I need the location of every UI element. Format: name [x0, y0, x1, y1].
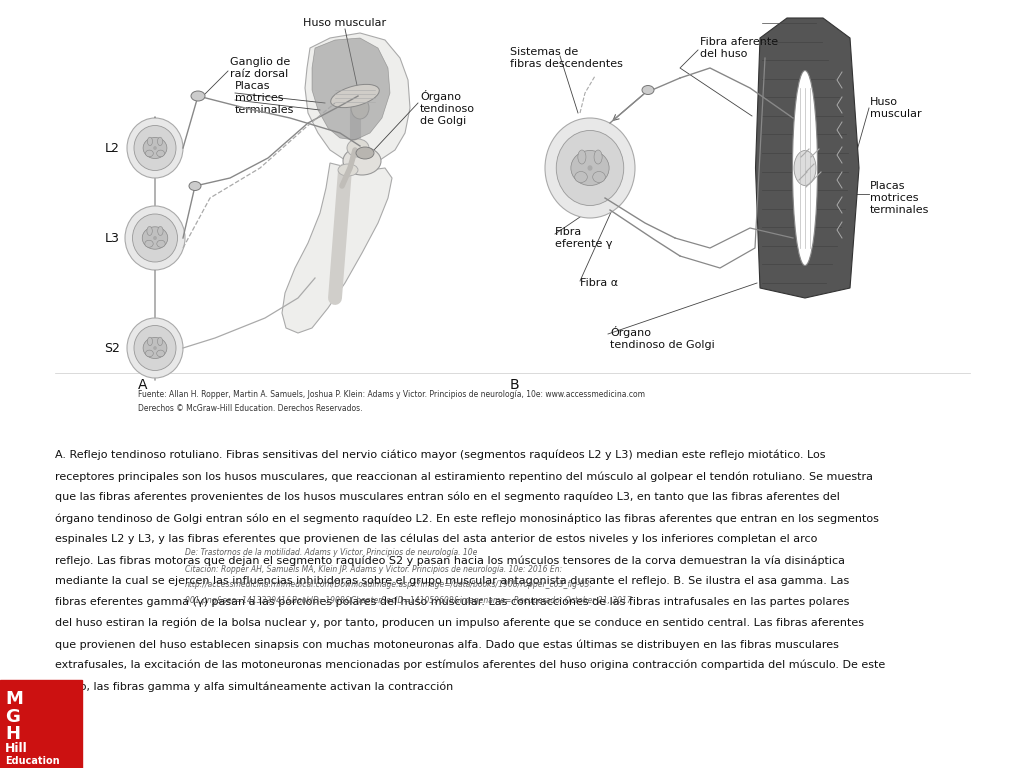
- Ellipse shape: [158, 337, 163, 346]
- Ellipse shape: [191, 91, 205, 101]
- Text: Huso muscular: Huso muscular: [303, 18, 387, 28]
- Ellipse shape: [142, 227, 168, 249]
- Ellipse shape: [144, 240, 154, 247]
- Ellipse shape: [578, 150, 586, 164]
- Text: del huso estiran la región de la bolsa nuclear y, por tanto, producen un impulso: del huso estiran la región de la bolsa n…: [55, 618, 864, 628]
- Ellipse shape: [127, 118, 183, 178]
- Ellipse shape: [793, 71, 817, 266]
- Ellipse shape: [593, 171, 605, 183]
- Text: Citación: Ropper AH, Samuels MA, Klein JP. Adams y Victor. Principios de neurolo: Citación: Ropper AH, Samuels MA, Klein J…: [185, 564, 562, 574]
- Text: L3: L3: [105, 231, 120, 244]
- Ellipse shape: [143, 137, 167, 158]
- Ellipse shape: [154, 147, 156, 149]
- Polygon shape: [282, 163, 392, 333]
- Text: M: M: [5, 690, 23, 708]
- Ellipse shape: [147, 137, 153, 146]
- Text: 001.png&sec=141322941&BookID=1908&ChapterSecID=141059608&imagename= Recuperado: : 001.png&sec=141322941&BookID=1908&Chapte…: [185, 596, 632, 605]
- Text: Órgano
tendinoso de Golgi: Órgano tendinoso de Golgi: [610, 326, 715, 349]
- Polygon shape: [305, 33, 410, 163]
- Ellipse shape: [157, 150, 165, 157]
- Text: que provienen del huso establecen sinapsis con muchas motoneuronas alfa. Dado qu: que provienen del huso establecen sinaps…: [55, 639, 839, 650]
- Text: receptores principales son los husos musculares, que reaccionan al estiramiento : receptores principales son los husos mus…: [55, 471, 873, 482]
- Ellipse shape: [343, 147, 381, 175]
- Ellipse shape: [145, 350, 154, 356]
- Text: A. Reflejo tendinoso rotuliano. Fibras sensitivas del nervio ciático mayor (segm: A. Reflejo tendinoso rotuliano. Fibras s…: [55, 450, 825, 461]
- Text: B: B: [510, 378, 519, 392]
- Ellipse shape: [351, 97, 369, 119]
- Ellipse shape: [545, 118, 635, 218]
- Ellipse shape: [158, 227, 163, 236]
- Ellipse shape: [154, 237, 157, 240]
- Text: http://accessmedicina.mhmedical.com/Downloadimage.aspx?image=/data/books/1908/ro: http://accessmedicina.mhmedical.com/Down…: [185, 580, 593, 589]
- Bar: [0, 680, 82, 768]
- Text: Ganglio de
raíz dorsal: Ganglio de raíz dorsal: [230, 57, 290, 79]
- Ellipse shape: [134, 326, 176, 370]
- Ellipse shape: [347, 139, 369, 157]
- Ellipse shape: [158, 137, 163, 146]
- Ellipse shape: [134, 125, 176, 170]
- Text: extrafusales, la excitación de las motoneuronas mencionadas por estímulos aferen: extrafusales, la excitación de las moton…: [55, 660, 886, 670]
- Ellipse shape: [146, 227, 153, 236]
- Ellipse shape: [127, 318, 183, 378]
- Text: Placas
motrices
terminales: Placas motrices terminales: [870, 181, 930, 214]
- Text: Derechos © McGraw-Hill Education. Derechos Reservados.: Derechos © McGraw-Hill Education. Derech…: [138, 404, 362, 413]
- Text: reflejo. Las fibras motoras que dejan el segmento raquídeo S2 y pasan hacia los : reflejo. Las fibras motoras que dejan el…: [55, 555, 845, 565]
- Text: mediante la cual se ejercen las influencias inhibidoras sobre el grupo muscular : mediante la cual se ejercen las influenc…: [55, 576, 849, 586]
- Ellipse shape: [574, 171, 588, 183]
- Text: Fibra
eferente γ: Fibra eferente γ: [555, 227, 612, 249]
- Ellipse shape: [157, 240, 165, 247]
- Ellipse shape: [570, 151, 609, 186]
- Ellipse shape: [556, 131, 624, 206]
- Ellipse shape: [588, 166, 592, 170]
- Ellipse shape: [331, 84, 379, 108]
- Text: Fibra aferente
del huso: Fibra aferente del huso: [700, 37, 778, 59]
- Text: Sistemas de
fibras descendentes: Sistemas de fibras descendentes: [510, 47, 623, 69]
- Text: que las fibras aferentes provenientes de los husos musculares entran sólo en el : que las fibras aferentes provenientes de…: [55, 492, 840, 502]
- Text: órgano tendinoso de Golgi entran sólo en el segmento raquídeo L2. En este reflej: órgano tendinoso de Golgi entran sólo en…: [55, 513, 879, 524]
- Ellipse shape: [594, 150, 602, 164]
- Ellipse shape: [125, 206, 185, 270]
- Ellipse shape: [147, 337, 153, 346]
- Text: Placas
motrices
terminales: Placas motrices terminales: [234, 81, 294, 114]
- Text: espinales L2 y L3, y las fibras eferentes que provienen de las células del asta : espinales L2 y L3, y las fibras eferente…: [55, 534, 817, 545]
- Text: L2: L2: [105, 141, 120, 154]
- Ellipse shape: [794, 151, 816, 186]
- Ellipse shape: [145, 150, 154, 157]
- Text: H: H: [5, 725, 20, 743]
- Text: Fibra α: Fibra α: [580, 278, 618, 288]
- Text: S2: S2: [104, 342, 120, 355]
- Text: A: A: [138, 378, 147, 392]
- Text: Fuente: Allan H. Ropper, Martin A. Samuels, Joshua P. Klein: Adams y Victor. Pri: Fuente: Allan H. Ropper, Martin A. Samue…: [138, 390, 645, 399]
- Text: fibras eferentes gamma (γ) pasan a las porciones polares del huso muscular. Las : fibras eferentes gamma (γ) pasan a las p…: [55, 597, 849, 607]
- Text: G: G: [5, 708, 19, 726]
- Text: Órgano
tendinoso
de Golgi: Órgano tendinoso de Golgi: [420, 91, 475, 126]
- Text: Education: Education: [5, 756, 59, 766]
- Ellipse shape: [132, 214, 177, 262]
- Ellipse shape: [189, 181, 201, 190]
- Text: modo, las fibras gamma y alfa simultáneamente activan la contracción: modo, las fibras gamma y alfa simultánea…: [55, 681, 454, 691]
- Ellipse shape: [157, 350, 165, 356]
- Ellipse shape: [642, 85, 654, 94]
- Ellipse shape: [154, 347, 156, 349]
- Ellipse shape: [338, 164, 358, 176]
- Text: Hill: Hill: [5, 742, 28, 755]
- Polygon shape: [756, 18, 859, 298]
- Text: De: Trastornos de la motilidad. Adams y Victor. Principios de neurología. 10e: De: Trastornos de la motilidad. Adams y …: [185, 548, 477, 557]
- Ellipse shape: [143, 337, 167, 359]
- Text: Huso
muscular: Huso muscular: [870, 98, 922, 119]
- Polygon shape: [312, 38, 390, 140]
- Ellipse shape: [356, 147, 374, 159]
